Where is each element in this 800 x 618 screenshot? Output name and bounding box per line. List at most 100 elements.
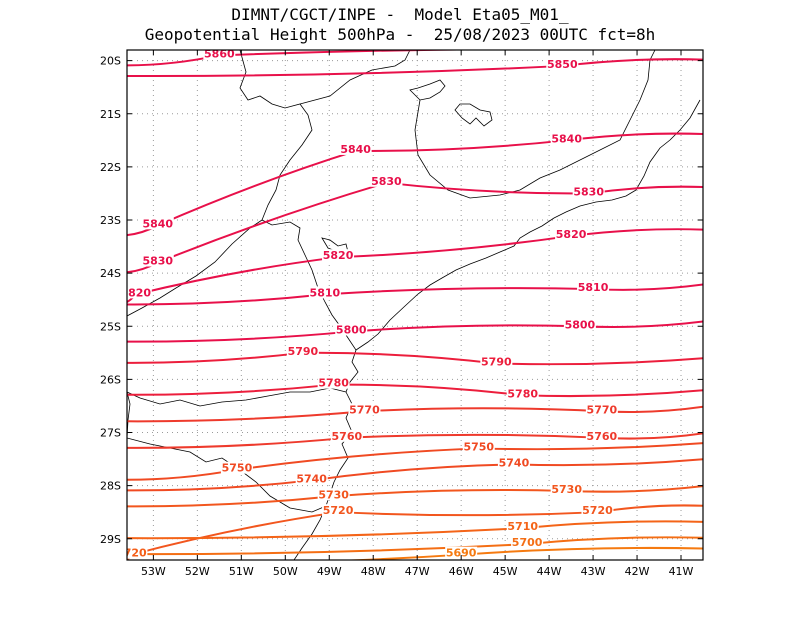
contour-label-bg	[286, 344, 319, 357]
contour-line-5730	[127, 485, 703, 508]
contour-label: 5740	[296, 472, 327, 485]
contour-label-bg	[322, 249, 355, 262]
contour-label-bg	[141, 254, 174, 267]
state-border-mg	[409, 79, 446, 101]
contour-label: 5720	[116, 547, 147, 560]
contour-line-5770	[127, 405, 703, 423]
contour-label: 5740	[499, 456, 530, 469]
contour-label: 5830	[142, 255, 173, 268]
chart-title-line1: DIMNT/CGCT/INPE - Model Eta05_M01_	[231, 5, 569, 24]
contour-label: 5730	[318, 488, 349, 501]
axis-ticks: 53W 52W 51W 50W 49W 48W 47W 46W 45W 44W 43W 42W 41W 2…	[100, 50, 703, 578]
contour-label-bg	[550, 482, 583, 495]
contour-label: 5840	[142, 217, 173, 230]
contour-label-bg	[585, 429, 618, 442]
contour-label-bg	[330, 429, 363, 442]
contour-label-bg	[572, 185, 605, 198]
contour-label-bg	[497, 456, 530, 469]
contour-label-bg	[581, 504, 614, 517]
contour-label: 5810	[578, 281, 609, 294]
contour-label: 5860	[204, 47, 235, 60]
lon-tick-label: 45W	[493, 565, 518, 578]
contour-label: 5700	[512, 536, 543, 549]
contour-label: 5800	[336, 324, 367, 337]
lon-tick-label: 47W	[405, 565, 430, 578]
lat-tick-label: 21S	[100, 108, 121, 121]
contour-label: 5790	[481, 355, 512, 368]
contour-label: 5830	[573, 185, 604, 198]
contour-line-5740	[127, 458, 703, 492]
lon-tick-label: 42W	[625, 565, 650, 578]
lat-tick-label: 28S	[100, 480, 121, 493]
contour-label-bg	[370, 174, 403, 187]
contour-label-bg	[480, 355, 513, 368]
contour-label: 5750	[222, 462, 253, 475]
contour-label: 5750	[463, 440, 494, 453]
lat-tick-label: 24S	[100, 267, 121, 280]
contour-label-bg	[550, 132, 583, 145]
contour-line-5860	[127, 50, 703, 67]
lon-tick-label: 53W	[141, 565, 166, 578]
contour-line-5850	[127, 58, 703, 78]
contour-label: 5790	[288, 345, 319, 358]
contour-label-bg	[308, 286, 341, 299]
contour-label-bg	[322, 504, 355, 517]
lon-tick-label: 43W	[581, 565, 606, 578]
contour-label: 5710	[507, 520, 538, 533]
contour-label-bg	[445, 546, 478, 559]
lat-tick-label: 26S	[100, 373, 121, 386]
lat-tick-label: 22S	[100, 161, 121, 174]
contour-label-bg	[127, 286, 152, 299]
contour-line-5810	[127, 283, 703, 306]
contour-label-bg	[511, 536, 544, 549]
contour-label: 5760	[332, 430, 363, 443]
contour-label-bg	[348, 403, 381, 416]
lon-tick-label: 46W	[449, 565, 474, 578]
contour-label-bg	[317, 488, 350, 501]
contour-label-bg	[203, 50, 236, 60]
contour-line-5710	[127, 520, 703, 540]
contour-label: 5820	[120, 286, 151, 299]
contour-label: 5720	[582, 504, 613, 517]
lat-tick-label: 25S	[100, 320, 121, 333]
contour-label-bg	[506, 520, 539, 533]
lon-tick-label: 41W	[669, 565, 694, 578]
reservoir	[454, 103, 493, 127]
contour-label: 5830	[371, 175, 402, 188]
contour-line-5800	[127, 320, 703, 343]
contour-line-5790	[127, 351, 703, 366]
lon-tick-label: 49W	[317, 565, 342, 578]
plot-frame	[126, 49, 704, 561]
contour-label-bg	[506, 387, 539, 400]
lat-tick-label: 29S	[100, 533, 121, 546]
state-border-pr-sc	[127, 387, 347, 407]
contour-label-bg	[462, 440, 495, 453]
contour-label: 5720	[323, 504, 354, 517]
contour-label: 5770	[349, 403, 380, 416]
contour-line-5780	[127, 383, 703, 398]
coastline-layer	[127, 50, 701, 560]
state-border-north	[299, 50, 411, 105]
lon-tick-label: 48W	[361, 565, 386, 578]
lon-tick-label: 51W	[229, 565, 254, 578]
contour-label: 5810	[310, 286, 341, 299]
contour-labels: 5860 5850 5840 5840 5840 5830 5830 5830 5820 5820…	[116, 47, 618, 560]
chart-title-line2: Geopotential Height 500hPa - 25/08/2023 …	[144, 25, 656, 44]
contour-line-5760	[127, 432, 703, 449]
state-border-rj	[414, 50, 656, 199]
contour-label: 5780	[318, 377, 349, 390]
coast-sp-rj	[355, 99, 701, 351]
contour-label: 5690	[446, 547, 477, 560]
contour-label-bg	[141, 217, 174, 230]
contour-label: 5820	[323, 249, 354, 262]
contour-label: 5840	[551, 132, 582, 145]
plot-area	[127, 50, 703, 560]
lon-tick-label: 44W	[537, 565, 562, 578]
contour-label: 5730	[551, 483, 582, 496]
lat-tick-label: 20S	[100, 55, 121, 68]
lat-tick-label: 27S	[100, 427, 121, 440]
contour-label: 5840	[340, 143, 371, 156]
contour-label-bg	[335, 323, 368, 336]
contour-label-bg	[577, 281, 610, 294]
